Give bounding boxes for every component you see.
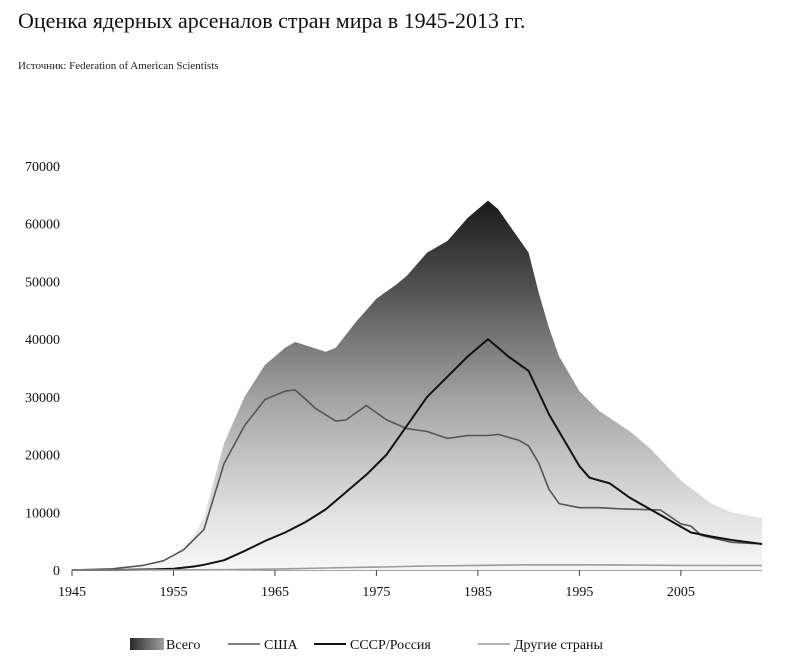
chart-title: Оценка ядерных арсеналов стран мира в 19…: [18, 8, 526, 33]
y-tick-label: 60000: [25, 218, 60, 233]
chart-source: Источник: Federation of American Scienti…: [18, 60, 219, 72]
y-axis-ticks: 0 10000 20000 30000 40000 50000 60000 70000: [25, 160, 60, 579]
x-tick-label: 1975: [362, 585, 390, 600]
x-tick-label: 1955: [159, 585, 187, 600]
y-tick-label: 30000: [25, 391, 60, 406]
y-tick-label: 70000: [25, 160, 60, 175]
legend-label: Всего: [166, 638, 200, 653]
legend-label: СССР/Россия: [350, 638, 431, 653]
legend-swatch-total: [130, 638, 164, 650]
series-line-other: [72, 563, 762, 571]
legend-item: Другие страны: [478, 638, 604, 653]
y-tick-label: 10000: [25, 506, 60, 521]
x-tick-label: 1945: [58, 585, 86, 600]
legend: Всего США СССР/Россия Другие страны: [130, 638, 604, 653]
x-tick-label: 1965: [261, 585, 289, 600]
legend-item: США: [228, 638, 298, 653]
y-tick-label: 50000: [25, 275, 60, 290]
series-line-ussr-russia: [72, 338, 763, 571]
x-tick-label: 1995: [565, 585, 593, 600]
legend-label: Другие страны: [514, 638, 604, 653]
series-line-usa: [71, 389, 763, 571]
x-tick-label: 2005: [667, 585, 695, 600]
legend-item: Всего: [130, 638, 200, 653]
y-tick-label: 0: [53, 564, 60, 579]
y-tick-label: 40000: [25, 333, 60, 348]
legend-item: СССР/Россия: [314, 638, 431, 653]
legend-label: США: [264, 638, 298, 653]
y-tick-label: 20000: [25, 449, 60, 464]
x-axis-ticks: 1945 1955 1965 1975 1985 1995 2005: [58, 569, 762, 600]
plot-area: [71, 200, 763, 571]
x-tick-label: 1985: [464, 585, 492, 600]
